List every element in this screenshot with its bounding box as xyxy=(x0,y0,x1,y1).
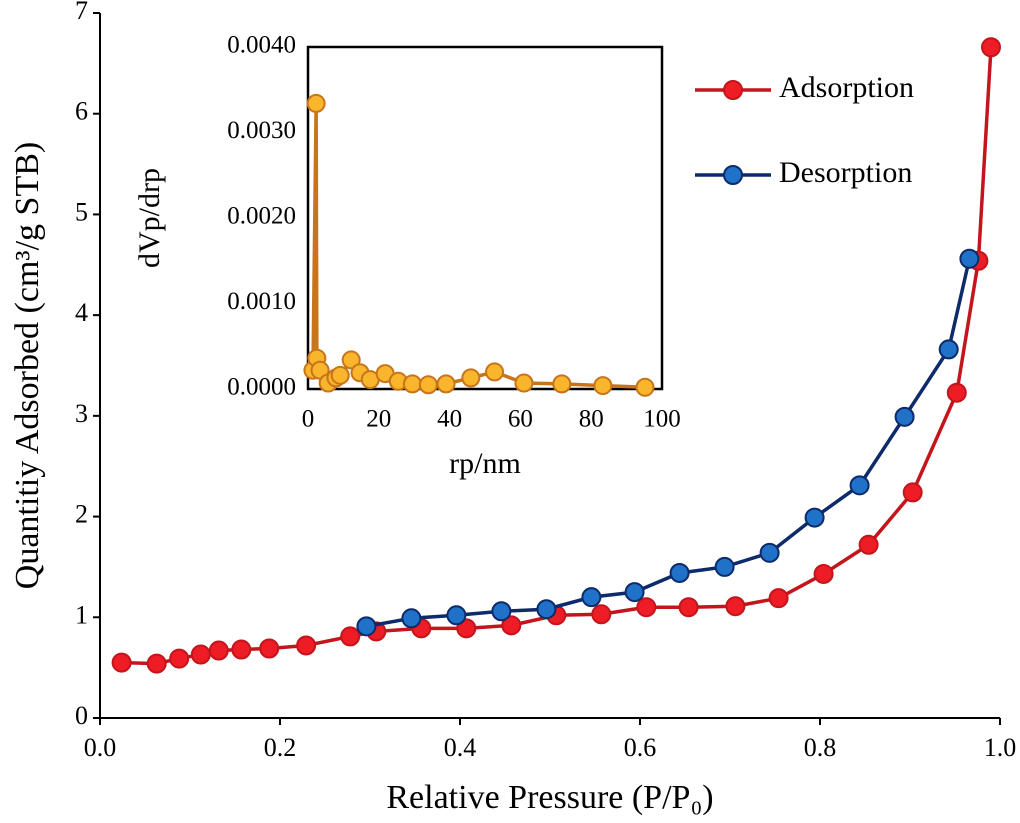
x-tick-label: 0.2 xyxy=(264,733,297,762)
data-point xyxy=(669,562,690,583)
y-tick-label: 1 xyxy=(75,600,88,629)
data-point xyxy=(485,362,505,382)
data-point xyxy=(491,601,512,622)
y-axis-title: Quantitiy Adsorbed (cm³/g STB) xyxy=(9,142,46,589)
data-point xyxy=(259,638,280,659)
y-tick-label: 0 xyxy=(75,701,88,730)
data-point xyxy=(446,605,467,626)
data-point xyxy=(768,588,789,609)
data-point xyxy=(714,556,735,577)
data-point xyxy=(813,563,834,584)
x-tick-label: 100 xyxy=(643,406,681,433)
data-point xyxy=(330,365,350,385)
y-tick-label: 7 xyxy=(75,0,88,25)
y-tick-label: 0.0000 xyxy=(227,374,296,401)
y-tick-label: 2 xyxy=(75,500,88,529)
plot-frame xyxy=(306,45,664,391)
data-point xyxy=(581,587,602,608)
legend-marker xyxy=(723,165,743,185)
x-tick-label: 60 xyxy=(508,406,533,433)
x-tick-label: 1.0 xyxy=(984,733,1017,762)
x-tick-label: 0.4 xyxy=(444,733,477,762)
y-tick-label: 0.0020 xyxy=(227,203,296,230)
data-point xyxy=(593,376,613,396)
data-point xyxy=(341,350,361,370)
data-point xyxy=(401,608,422,629)
data-point xyxy=(169,648,190,669)
data-point xyxy=(208,640,229,661)
data-point xyxy=(418,375,438,395)
data-point xyxy=(231,639,252,660)
data-point xyxy=(552,374,572,394)
data-point xyxy=(456,618,477,639)
data-point xyxy=(678,597,699,618)
y-axis-title: dVp/drp xyxy=(133,168,166,268)
data-point xyxy=(111,652,132,673)
data-point xyxy=(725,596,746,617)
legend-label: Adsorption xyxy=(779,71,914,104)
y-tick-label: 0.0030 xyxy=(227,117,296,144)
data-point xyxy=(624,582,645,603)
data-point xyxy=(938,339,959,360)
x-axis-title: Relative Pressure (P/P₀) xyxy=(386,779,713,816)
data-point xyxy=(635,377,655,397)
data-point xyxy=(804,507,825,528)
x-tick-label: 20 xyxy=(366,406,391,433)
legend-marker xyxy=(723,80,743,100)
data-point xyxy=(902,482,923,503)
x-tick-label: 0.0 xyxy=(84,733,117,762)
data-point xyxy=(296,635,317,656)
data-point xyxy=(514,373,534,393)
data-point xyxy=(759,542,780,563)
x-tick-label: 0.6 xyxy=(624,733,657,762)
x-tick-label: 80 xyxy=(579,406,604,433)
data-point xyxy=(536,599,557,620)
data-point xyxy=(636,597,657,618)
data-point xyxy=(340,626,361,647)
y-tick-label: 4 xyxy=(75,298,88,327)
data-point xyxy=(461,368,481,388)
data-point xyxy=(894,406,915,427)
y-tick-label: 0.0040 xyxy=(227,32,296,59)
x-tick-label: 0.8 xyxy=(804,733,837,762)
y-tick-label: 6 xyxy=(75,97,88,126)
data-point xyxy=(849,475,870,496)
data-point xyxy=(306,93,326,113)
y-tick-label: 0.0010 xyxy=(227,288,296,315)
data-point xyxy=(591,604,612,625)
data-point xyxy=(402,374,422,394)
x-tick-label: 40 xyxy=(437,406,462,433)
data-point xyxy=(501,615,522,636)
legend-label: Desorption xyxy=(779,156,912,189)
data-point xyxy=(946,382,967,403)
data-point xyxy=(190,644,211,665)
x-axis-title: rp/nm xyxy=(449,447,521,480)
data-point xyxy=(356,616,377,637)
data-point xyxy=(858,534,879,555)
y-tick-label: 3 xyxy=(75,399,88,428)
x-tick-label: 0 xyxy=(302,406,315,433)
data-point xyxy=(146,653,167,674)
y-tick-label: 5 xyxy=(75,197,88,226)
data-point xyxy=(959,248,980,269)
data-point xyxy=(436,374,456,394)
data-point xyxy=(981,37,1001,58)
